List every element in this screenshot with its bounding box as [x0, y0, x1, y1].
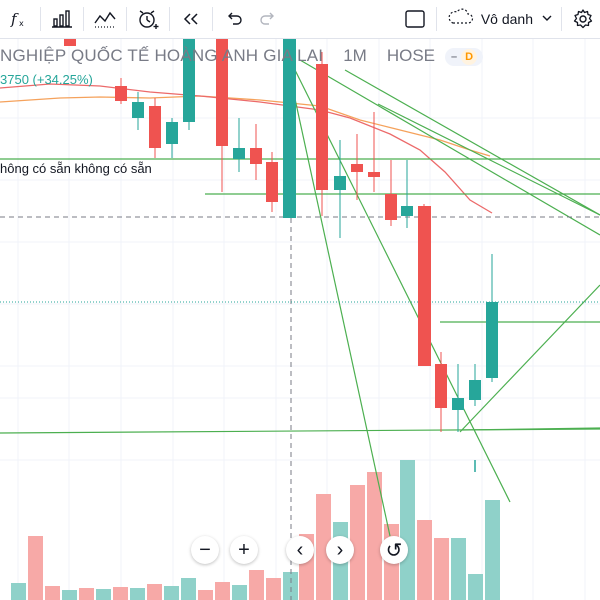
alert-icon[interactable] — [131, 2, 165, 36]
redo-icon[interactable] — [251, 2, 285, 36]
candlesticks — [64, 38, 498, 472]
market-status-badge[interactable]: – D — [445, 47, 484, 66]
symbol-name[interactable]: NGHIỆP QUỐC TẾ HOÀNG ANH GIA LAI — [0, 46, 324, 65]
toolbar-divider — [435, 7, 437, 31]
layout-selector[interactable]: Vô danh — [441, 2, 557, 36]
toolbar-right: Vô danh — [398, 0, 600, 38]
toolbar-divider — [212, 7, 213, 31]
exchange-label: HOSE — [386, 46, 435, 65]
scroll-left-button[interactable]: ‹ — [286, 536, 314, 564]
status-dash: – — [451, 50, 458, 63]
toolbar-divider — [126, 7, 127, 31]
toolbar-divider — [169, 7, 170, 31]
svg-text:x: x — [19, 19, 24, 28]
undo-icon[interactable] — [217, 2, 251, 36]
interval-label[interactable]: 1M — [343, 46, 367, 65]
volume-bars — [11, 460, 500, 600]
cloud-icon — [445, 6, 475, 33]
bar-chart-icon[interactable] — [45, 2, 79, 36]
chevron-right-icon: › — [336, 538, 344, 561]
delayed-badge: D — [461, 48, 478, 65]
price-change: 3750 (+34.25%) — [0, 72, 93, 87]
indicators-icon[interactable] — [88, 2, 122, 36]
symbol-legend: NGHIỆP QUỐC TẾ HOÀNG ANH GIA LAI 1M HOSE – D — [0, 46, 484, 66]
reset-icon: ↺ — [385, 539, 403, 562]
settings-gear-icon[interactable] — [566, 2, 600, 36]
zoom-in-button[interactable]: + — [230, 536, 258, 564]
price-chart[interactable] — [0, 38, 600, 600]
chevron-left-icon: ‹ — [296, 538, 304, 561]
svg-text:f: f — [10, 10, 19, 28]
toolbar-divider — [561, 7, 562, 31]
fullscreen-icon[interactable] — [398, 2, 432, 36]
indicator-legend[interactable]: hông có sẵn không có sẵn — [0, 161, 152, 176]
zoom-out-button[interactable]: − — [191, 536, 219, 564]
trendlines — [286, 59, 600, 537]
layout-name: Vô danh — [480, 11, 533, 27]
reset-chart-button[interactable]: ↺ — [380, 536, 408, 564]
scroll-right-button[interactable]: › — [326, 536, 354, 564]
toolbar-divider — [40, 7, 41, 31]
zoom-out-label: − — [199, 538, 211, 561]
zoom-in-label: + — [238, 538, 250, 561]
chevron-down-icon — [541, 10, 553, 28]
horizontal-lines — [0, 158, 600, 434]
replay-icon[interactable] — [174, 2, 208, 36]
toolbar-divider — [83, 7, 84, 31]
ma-orange-line — [0, 95, 491, 157]
